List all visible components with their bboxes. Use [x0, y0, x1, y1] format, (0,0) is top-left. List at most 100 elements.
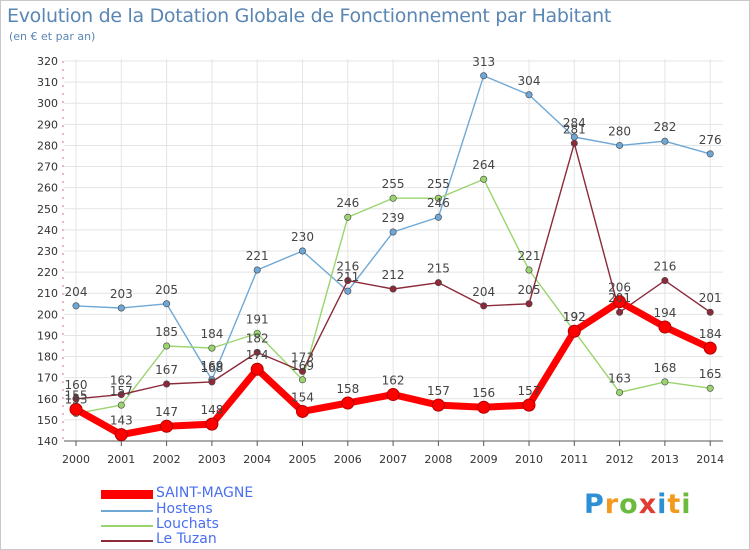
- data-label: 185: [155, 325, 178, 339]
- data-label: 255: [427, 177, 450, 191]
- data-point: [567, 324, 581, 338]
- y-tick-label: 270: [37, 161, 58, 174]
- data-label: 174: [246, 348, 269, 362]
- data-label: 165: [699, 367, 722, 381]
- data-label: 184: [200, 327, 223, 341]
- y-tick-label: 150: [37, 414, 58, 427]
- legend-swatch: [101, 490, 153, 499]
- data-label: 184: [699, 327, 722, 341]
- data-point: [480, 302, 488, 310]
- data-point: [480, 175, 488, 183]
- data-point: [389, 194, 397, 202]
- data-label: 143: [110, 414, 133, 428]
- data-point: [208, 378, 216, 386]
- logo-letter: t: [667, 489, 682, 520]
- data-point: [703, 341, 717, 355]
- data-point: [431, 398, 445, 412]
- data-point: [616, 308, 624, 316]
- y-tick-label: 220: [37, 266, 58, 279]
- data-label: 282: [653, 120, 676, 134]
- data-label: 212: [382, 268, 405, 282]
- data-label: 246: [427, 196, 450, 210]
- legend-label: SAINT-MAGNE: [156, 485, 254, 501]
- y-tick-label: 250: [37, 203, 58, 216]
- data-label: 211: [336, 270, 359, 284]
- data-label: 167: [155, 363, 178, 377]
- data-point: [434, 213, 442, 221]
- data-label: 246: [336, 196, 359, 210]
- data-point: [386, 388, 400, 402]
- x-tick-label: 2003: [198, 453, 226, 466]
- data-label: 276: [699, 133, 722, 147]
- data-label: 162: [382, 374, 405, 388]
- data-point: [661, 378, 669, 386]
- data-point: [480, 72, 488, 80]
- data-label: 216: [653, 260, 676, 274]
- legend-label: Hostens: [156, 501, 213, 517]
- data-label: 204: [65, 285, 88, 299]
- chart-title: Evolution de la Dotation Globale de Fonc…: [7, 5, 612, 27]
- x-tick-label: 2012: [606, 453, 634, 466]
- data-point: [163, 300, 171, 308]
- data-label: 205: [518, 283, 541, 297]
- data-label: 157: [427, 384, 450, 398]
- data-label: 162: [110, 374, 133, 388]
- data-point: [525, 91, 533, 99]
- data-label: 194: [653, 306, 676, 320]
- y-tick-label: 310: [37, 76, 58, 89]
- series-le-tuzan: [72, 139, 714, 403]
- data-point: [250, 362, 264, 376]
- data-label: 216: [336, 260, 359, 274]
- data-label: 239: [382, 211, 405, 225]
- data-point: [298, 247, 306, 255]
- data-label: 205: [155, 283, 178, 297]
- data-label: 201: [608, 291, 631, 305]
- data-point: [163, 342, 171, 350]
- data-point: [341, 396, 355, 410]
- data-label: 173: [291, 350, 314, 364]
- y-tick-label: 190: [37, 329, 58, 342]
- data-label: 284: [563, 116, 586, 130]
- data-point: [208, 344, 216, 352]
- y-tick-label: 160: [37, 393, 58, 406]
- data-point: [163, 380, 171, 388]
- data-label: 153: [65, 393, 88, 407]
- data-label: 182: [246, 331, 269, 345]
- data-point: [570, 139, 578, 147]
- data-label: 158: [336, 382, 359, 396]
- data-point: [117, 401, 125, 409]
- data-label: 206: [608, 281, 631, 295]
- data-point: [205, 417, 219, 431]
- data-point: [344, 277, 352, 285]
- data-label: 148: [200, 403, 223, 417]
- data-point: [389, 228, 397, 236]
- data-label: 230: [291, 230, 314, 244]
- proxiti-logo: Proxiti: [584, 489, 692, 520]
- data-label: 157: [110, 384, 133, 398]
- data-label: 204: [472, 285, 495, 299]
- legend-item: Le Tuzan: [101, 531, 361, 547]
- data-point: [434, 279, 442, 287]
- data-point: [344, 213, 352, 221]
- x-tick-label: 2011: [560, 453, 588, 466]
- x-tick-label: 2000: [62, 453, 90, 466]
- data-label: 154: [291, 390, 314, 404]
- data-label: 191: [246, 312, 269, 326]
- data-label: 169: [200, 359, 223, 373]
- data-point: [296, 404, 309, 418]
- logo-letter: o: [619, 489, 639, 520]
- data-point: [658, 320, 672, 334]
- series-saint-magne: [69, 295, 717, 442]
- data-point: [525, 300, 533, 308]
- y-tick-label: 180: [37, 351, 58, 364]
- data-point: [661, 277, 669, 285]
- data-point: [344, 287, 352, 295]
- data-point: [117, 304, 125, 312]
- y-tick-label: 300: [37, 97, 58, 110]
- legend-swatch: [101, 540, 153, 542]
- legend-label: Louchats: [156, 516, 219, 532]
- x-tick-label: 2005: [289, 453, 317, 466]
- data-point: [298, 367, 306, 375]
- data-point: [72, 302, 80, 310]
